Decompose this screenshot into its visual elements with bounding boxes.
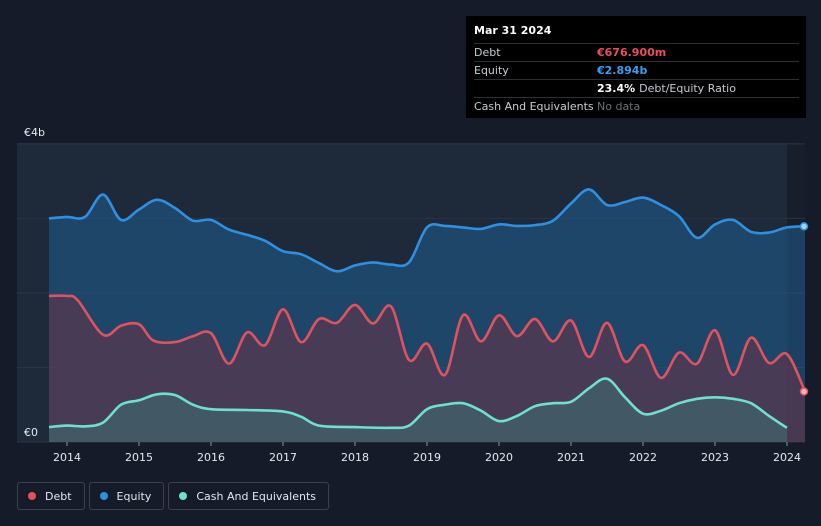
x-tick-label: 2019 bbox=[413, 451, 441, 464]
tooltip-extra: Debt/Equity Ratio bbox=[639, 82, 736, 95]
x-tick-label: 2024 bbox=[773, 451, 801, 464]
legend: Debt Equity Cash And Equivalents bbox=[17, 482, 329, 510]
legend-item-debt[interactable]: Debt bbox=[17, 482, 85, 510]
x-tick-label: 2021 bbox=[557, 451, 585, 464]
tooltip-date: Mar 31 2024 bbox=[474, 24, 552, 37]
debt-dot-icon bbox=[28, 492, 36, 500]
x-tick-label: 2020 bbox=[485, 451, 513, 464]
legend-label: Equity bbox=[116, 489, 152, 503]
debt-line bbox=[48, 294, 807, 393]
debt-end-marker bbox=[799, 387, 809, 396]
debt-area bbox=[49, 295, 805, 442]
tooltip-label: Cash And Equivalents bbox=[474, 100, 594, 113]
x-tick-label: 2017 bbox=[269, 451, 297, 464]
cash-and-equivalents-area bbox=[49, 378, 787, 442]
legend-label: Cash And Equivalents bbox=[196, 489, 316, 503]
tooltip-label: Equity bbox=[474, 64, 509, 77]
tooltip-row-debt: Debt €676.900m bbox=[474, 43, 799, 61]
tooltip-value: 23.4% bbox=[597, 82, 636, 95]
x-tick-label: 2023 bbox=[701, 451, 729, 464]
x-tick-label: 2022 bbox=[629, 451, 657, 464]
cash-dot-icon bbox=[179, 492, 188, 500]
legend-label: Debt bbox=[45, 489, 72, 503]
tooltip-row-equity: Equity €2.894b bbox=[474, 61, 799, 79]
y-tick-label-top: €4b bbox=[24, 126, 45, 139]
y-tick-label-bottom: €0 bbox=[24, 426, 38, 439]
tooltip-value: No data bbox=[597, 100, 641, 113]
tooltip-row-ratio: 23.4% Debt/Equity Ratio bbox=[474, 79, 799, 97]
legend-item-equity[interactable]: Equity bbox=[88, 482, 165, 510]
equity-end-marker bbox=[799, 222, 809, 231]
cash-and-equivalents-line bbox=[48, 377, 788, 430]
tooltip-row-cash: Cash And Equivalents No data bbox=[474, 97, 799, 115]
tooltip-value: €676.900m bbox=[597, 46, 667, 59]
equity-line bbox=[48, 188, 806, 273]
x-tick-label: 2014 bbox=[53, 451, 81, 464]
tooltip-value: €2.894b bbox=[597, 64, 648, 77]
equity-dot-icon bbox=[99, 492, 108, 500]
x-tick-label: 2015 bbox=[125, 451, 153, 464]
tooltip-label: Debt bbox=[474, 46, 501, 59]
tooltip-panel: Mar 31 2024 Debt €676.900m Equity €2.894… bbox=[466, 16, 806, 118]
x-tick-label: 2016 bbox=[197, 451, 225, 464]
legend-item-cash[interactable]: Cash And Equivalents bbox=[168, 482, 329, 510]
x-tick-label: 2018 bbox=[341, 451, 369, 464]
